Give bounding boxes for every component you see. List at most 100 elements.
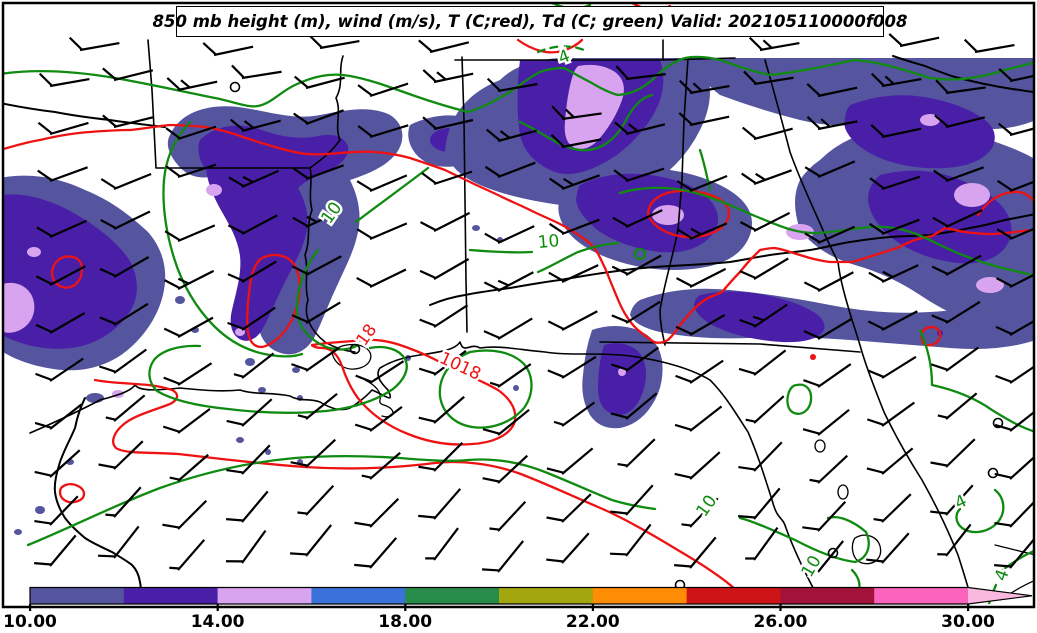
station-circle bbox=[987, 467, 999, 479]
wind-barb bbox=[293, 109, 344, 126]
wind-barb bbox=[293, 164, 344, 181]
wind-barb bbox=[35, 357, 84, 382]
wind-barb bbox=[804, 225, 855, 245]
wind-barb bbox=[105, 486, 142, 518]
wind-barb bbox=[930, 346, 980, 372]
wind-barb bbox=[803, 317, 853, 340]
wind-barb bbox=[355, 360, 405, 384]
wind-barb bbox=[420, 211, 471, 232]
wind-barb bbox=[550, 133, 602, 149]
mississippi-river bbox=[304, 55, 356, 353]
wind-barb bbox=[489, 500, 527, 532]
wind-barb bbox=[37, 121, 89, 136]
wind-barb bbox=[38, 72, 90, 88]
wind-barb bbox=[676, 174, 728, 193]
wind-barb bbox=[674, 405, 723, 432]
wind-barb bbox=[228, 169, 279, 189]
wind-barb bbox=[419, 304, 469, 328]
wind-barb bbox=[997, 122, 1034, 137]
wind-barb bbox=[611, 254, 662, 276]
wind-barb bbox=[613, 167, 665, 183]
geography-borders bbox=[29, 39, 1034, 604]
wind-barb bbox=[231, 64, 282, 80]
wind-barb bbox=[229, 118, 281, 133]
contour-label-10: 10 bbox=[798, 552, 826, 581]
wind-barb bbox=[610, 484, 654, 516]
wind-barb bbox=[162, 408, 211, 434]
wind-barb bbox=[866, 532, 910, 564]
wind-barb bbox=[553, 401, 596, 427]
contour-label-4: 4 bbox=[952, 491, 970, 514]
wind-barb bbox=[419, 258, 470, 280]
wind-barb bbox=[745, 526, 779, 561]
wind-barb bbox=[931, 254, 982, 276]
wind-barb bbox=[674, 451, 721, 480]
wind-barb bbox=[615, 65, 666, 81]
lake bbox=[837, 484, 849, 500]
wind-barb bbox=[418, 441, 464, 472]
wind-barb bbox=[806, 115, 858, 131]
wind-barb bbox=[741, 126, 793, 141]
wind-barb bbox=[930, 438, 976, 468]
wind-barb bbox=[226, 490, 269, 523]
wind-barb bbox=[931, 300, 981, 324]
colorbar-segment bbox=[499, 587, 594, 604]
colorbar-segment bbox=[405, 587, 500, 604]
wind-barb bbox=[68, 36, 120, 52]
lake bbox=[814, 439, 826, 453]
wind-barb bbox=[934, 114, 986, 129]
wind-barb bbox=[356, 174, 408, 193]
wind-barb bbox=[996, 267, 1034, 288]
wind-barb bbox=[740, 211, 791, 232]
wind-barb bbox=[932, 209, 983, 228]
wind-barb bbox=[356, 268, 407, 288]
ga-sc-border bbox=[764, 59, 839, 263]
wind-barb bbox=[102, 114, 154, 129]
wind-barb bbox=[803, 363, 852, 388]
wind-barb bbox=[226, 398, 273, 427]
wind-barb bbox=[930, 484, 974, 516]
wind-barb bbox=[888, 33, 940, 48]
wind-barb bbox=[99, 302, 149, 326]
wind-barb bbox=[486, 77, 538, 93]
plot-title: 850 mb height (m), wind (m/s), T (C;red)… bbox=[152, 12, 908, 31]
wind-barb bbox=[418, 350, 467, 376]
colorbar-segment bbox=[217, 587, 312, 604]
wind-barb bbox=[357, 82, 409, 98]
wind-barb bbox=[676, 267, 727, 288]
wind-barb bbox=[546, 447, 594, 475]
colorbar-segment bbox=[874, 587, 969, 604]
wind-barb bbox=[297, 392, 338, 420]
wind-barb bbox=[738, 349, 787, 376]
wind-barb bbox=[549, 174, 600, 191]
wind-barb bbox=[806, 83, 858, 98]
wind-barb bbox=[868, 218, 920, 236]
wind-barb bbox=[873, 493, 912, 523]
wind-barb bbox=[290, 524, 333, 557]
wind-barb bbox=[483, 271, 534, 292]
wind-barb bbox=[165, 163, 217, 179]
dewpoint-contours bbox=[3, 3, 1034, 604]
wind-barb bbox=[675, 359, 724, 384]
wind-barb bbox=[611, 300, 661, 324]
wind-barb bbox=[354, 537, 398, 569]
wind-barb bbox=[34, 495, 79, 526]
wind-barb bbox=[100, 172, 152, 191]
wind-barb bbox=[227, 214, 278, 235]
wind-barb bbox=[354, 406, 403, 432]
colorbar-outline bbox=[29, 586, 1033, 605]
colorbar-tick-label: 10.00 bbox=[3, 612, 57, 632]
wind-barb bbox=[482, 454, 529, 484]
wind-barb bbox=[35, 312, 86, 334]
wind-barb bbox=[738, 441, 783, 472]
wind-barb bbox=[418, 488, 462, 520]
wind-barb bbox=[612, 209, 663, 228]
wind-barb bbox=[547, 310, 598, 331]
wind-barb bbox=[617, 438, 656, 468]
wind-barb bbox=[610, 346, 660, 372]
atlantic-coast bbox=[837, 261, 973, 604]
wind-barb bbox=[356, 222, 408, 241]
wind-barb bbox=[357, 124, 409, 139]
